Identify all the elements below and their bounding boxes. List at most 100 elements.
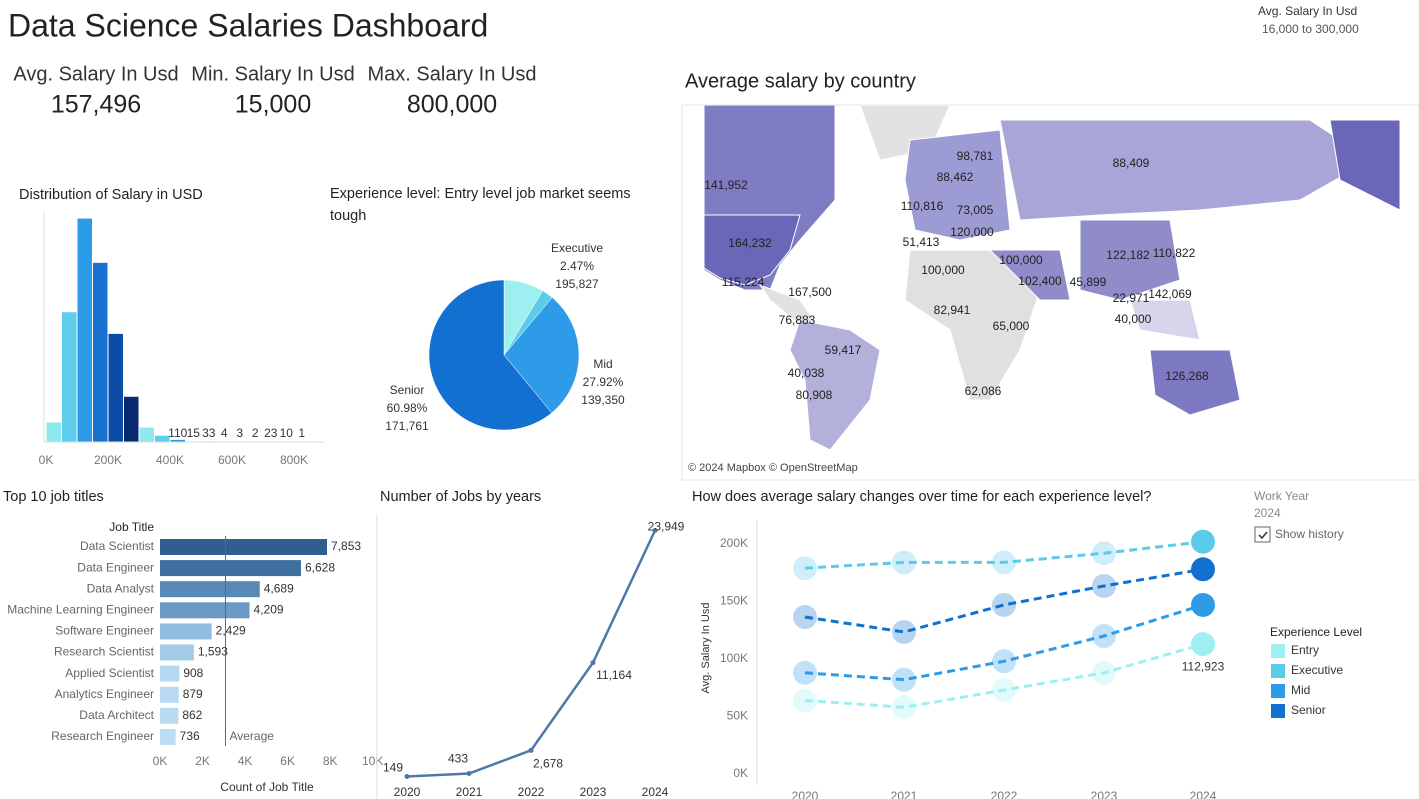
chart-title: Distribution of Salary in USD — [19, 187, 203, 203]
data-label: 23 — [264, 426, 278, 440]
x-tick-label: 2020 — [792, 789, 819, 799]
y-axis-title: Avg. Salary In Usd — [700, 603, 712, 694]
country-value-label: 100,000 — [921, 263, 965, 277]
legend-label: Entry — [1291, 643, 1319, 657]
y-tick-label: 0K — [733, 766, 748, 780]
point — [590, 660, 596, 666]
histogram-bar — [93, 262, 108, 442]
slice-percent: 27.92% — [583, 375, 624, 389]
data-label: 2 — [252, 426, 259, 440]
histogram-bar — [139, 427, 154, 442]
filter-value: 2024 — [1254, 506, 1281, 520]
category-label: Data Analyst — [87, 581, 155, 595]
point — [1191, 529, 1215, 554]
y-tick-label: 200K — [720, 536, 748, 550]
category-label: Data Scientist — [80, 539, 155, 553]
histogram-bar — [46, 422, 61, 442]
country-value-label: 167,500 — [788, 285, 832, 299]
kpi-value: 800,000 — [407, 91, 497, 119]
category-label: Software Engineer — [55, 624, 154, 638]
country-value-label: 62,086 — [965, 384, 1002, 398]
pie-slice — [503, 297, 580, 414]
country-value-label: 110,822 — [1153, 246, 1196, 260]
data-label: 110 — [168, 426, 187, 440]
value-label: 23,949 — [648, 520, 685, 534]
x-axis-title: Count of Job Title — [220, 780, 314, 794]
value-label: 7,853 — [331, 539, 361, 553]
line — [804, 540, 1204, 570]
value-label: 11,164 — [596, 668, 632, 682]
x-tick-label: 800K — [280, 453, 308, 467]
country-value-label: 115,224 — [722, 275, 765, 289]
point — [528, 747, 534, 753]
checkmark — [1258, 531, 1268, 540]
x-tick-label: 2022 — [991, 789, 1018, 799]
category-label: Data Architect — [79, 708, 154, 722]
country-value-label: 51,413 — [903, 235, 940, 249]
legend-label: Senior — [1291, 703, 1326, 717]
x-tick-label: 2K — [195, 754, 210, 768]
value-label: 4,209 — [254, 602, 284, 616]
histogram-bar — [62, 312, 77, 442]
country-value-label: 45,899 — [1070, 275, 1107, 289]
value-label: 6,628 — [305, 560, 335, 574]
x-tick-label: 2023 — [1091, 789, 1118, 799]
value-label: 112,923 — [1182, 659, 1225, 673]
x-tick-label: 4K — [238, 754, 253, 768]
value-label: 862 — [182, 708, 202, 722]
legend-label: Mid — [1291, 683, 1310, 697]
point — [404, 773, 410, 779]
x-tick-label: 2024 — [642, 785, 669, 799]
y-tick-label: 50K — [727, 709, 748, 723]
x-tick-label: 0K — [39, 453, 54, 467]
point — [892, 667, 916, 692]
bar — [160, 644, 194, 661]
point — [466, 771, 472, 777]
chart-title: Average salary by country — [685, 70, 916, 92]
bar — [160, 707, 179, 724]
country-value-label: 76,883 — [779, 313, 816, 327]
dashboard-title: Data Science Salaries Dashboard — [8, 7, 488, 43]
point — [652, 528, 658, 534]
category-label: Research Engineer — [51, 729, 154, 743]
country-value-label: 100,000 — [999, 253, 1043, 267]
pie-title: Experience level: Entry level job market… — [330, 186, 631, 224]
y-tick-label: 100K — [720, 651, 748, 665]
slice-percent: 2.47% — [560, 259, 594, 273]
value-label: 908 — [183, 666, 203, 680]
line — [804, 567, 1204, 634]
histogram-bar — [155, 435, 170, 442]
slice-salary: 171,761 — [385, 419, 429, 433]
legend-swatch — [1271, 644, 1285, 658]
histogram-bar — [124, 396, 139, 442]
country-value-label: 59,417 — [825, 343, 862, 357]
country-value-label: 40,000 — [1115, 312, 1152, 326]
x-tick-label: 2021 — [891, 789, 918, 799]
value-label: 4,689 — [264, 581, 294, 595]
data-label: 15 — [187, 426, 201, 440]
point — [892, 695, 916, 720]
value-label: 1,593 — [198, 645, 228, 659]
legend-title: Experience Level — [1270, 625, 1362, 639]
country-value-label: 88,409 — [1113, 156, 1150, 170]
country-value-label: 141,952 — [704, 178, 748, 192]
filter-label: Work Year — [1254, 489, 1309, 503]
histogram-bar — [77, 218, 92, 442]
value-label: 879 — [183, 687, 203, 701]
chart-title: Number of Jobs by years — [380, 489, 541, 505]
country-value-label: 126,268 — [1165, 369, 1209, 383]
legend-label: Executive — [1291, 663, 1343, 677]
country-value-label: 40,038 — [788, 366, 825, 380]
x-tick-label: 2023 — [580, 785, 607, 799]
kpi-value: 15,000 — [235, 91, 311, 119]
x-tick-label: 10K — [362, 754, 383, 768]
country-value-label: 22,971 — [1113, 291, 1150, 305]
chart-title: How does average salary changes over tim… — [692, 489, 1151, 505]
bar — [160, 581, 260, 598]
data-label: 1 — [298, 426, 305, 440]
slice-label: Senior — [390, 383, 425, 397]
x-tick-label: 2020 — [394, 785, 421, 799]
show-history-checkbox[interactable] — [1254, 526, 1271, 543]
